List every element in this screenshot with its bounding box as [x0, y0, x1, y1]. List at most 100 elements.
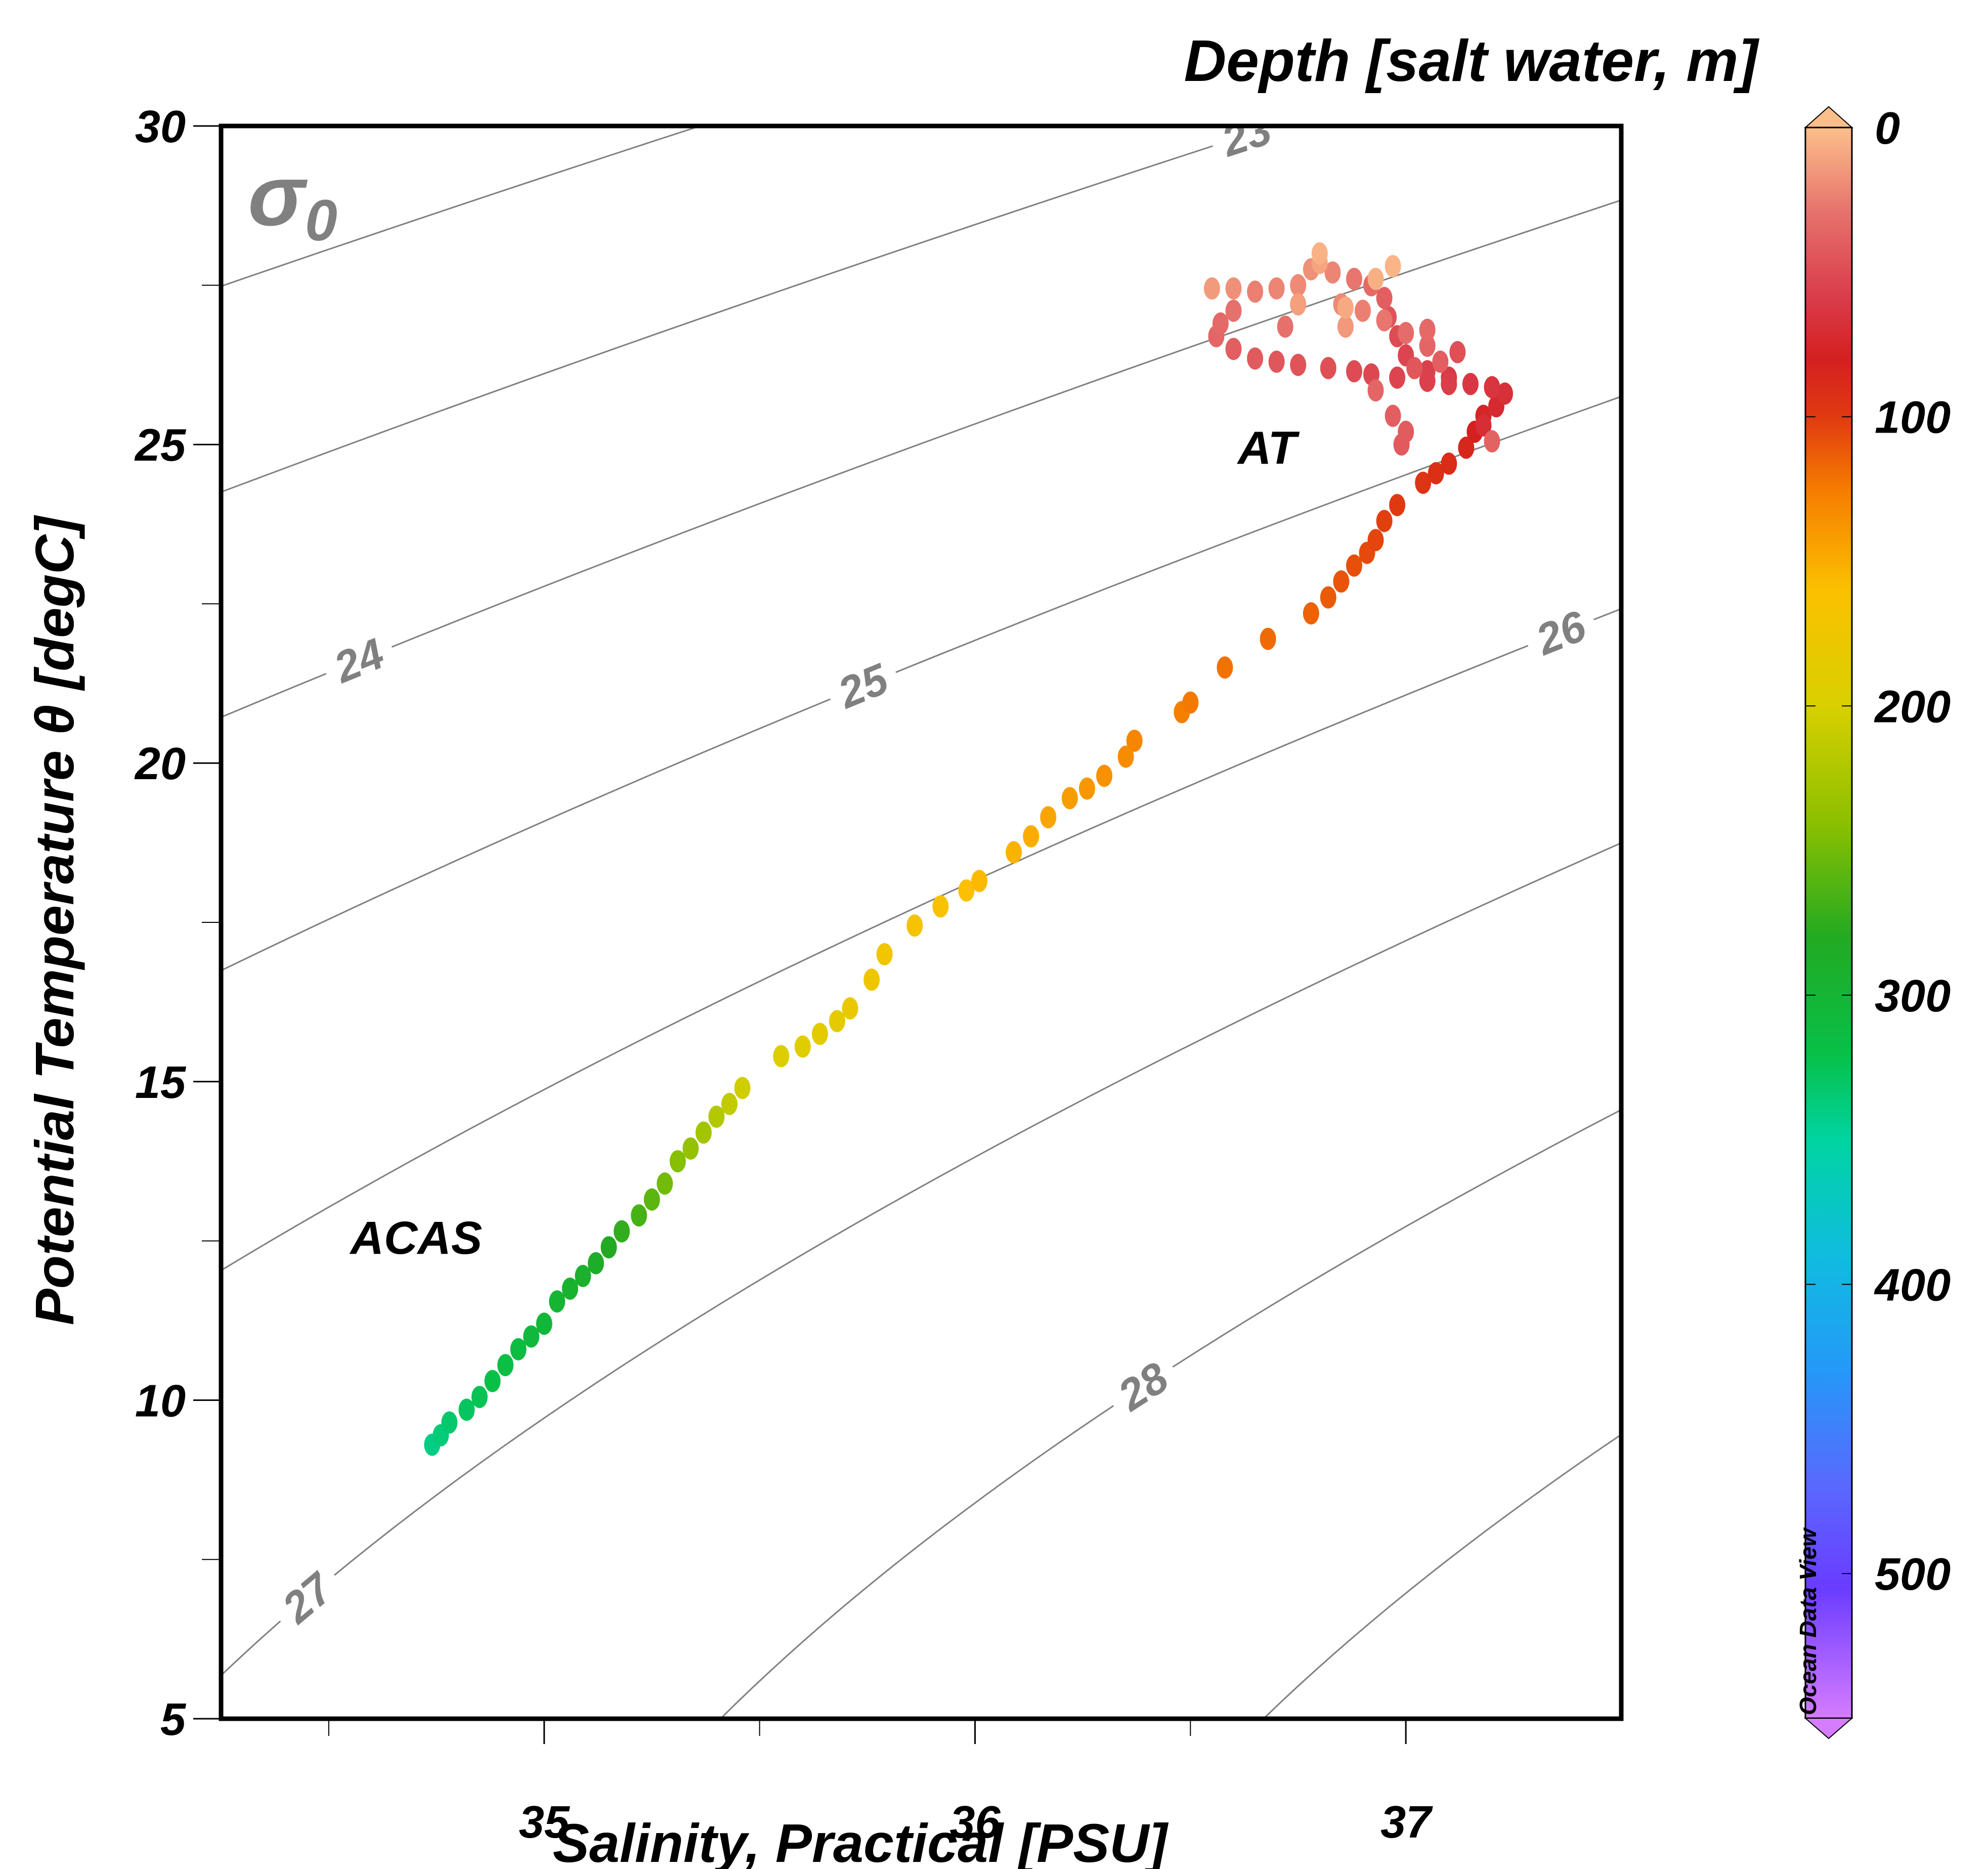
data-point	[1428, 462, 1444, 485]
data-point	[1247, 347, 1264, 370]
data-point	[561, 1278, 578, 1300]
data-point	[1415, 472, 1432, 494]
data-point	[876, 943, 893, 965]
data-point	[1333, 570, 1350, 593]
data-point	[1260, 627, 1276, 650]
data-point	[631, 1204, 647, 1227]
data-point	[958, 879, 975, 902]
y-axis-ticks: 5 10 15 20 25 30	[134, 102, 221, 1745]
data-point	[600, 1236, 617, 1259]
isopycnal-label-gap	[1205, 126, 1287, 168]
data-point	[1290, 354, 1307, 376]
data-point	[614, 1220, 630, 1243]
isopycnal-21	[0, 0, 1161, 1869]
data-point	[1419, 318, 1436, 341]
data-point	[1419, 369, 1436, 392]
data-point	[1355, 300, 1371, 322]
data-point	[549, 1290, 566, 1313]
isopycnal-label-gap	[1101, 1347, 1185, 1425]
data-point	[906, 914, 923, 937]
data-point	[1324, 261, 1341, 284]
data-point	[1212, 312, 1229, 335]
isopycnal-label-gap	[317, 625, 401, 695]
data-point	[1398, 322, 1414, 345]
isopycnal-22	[221, 126, 703, 287]
data-point	[1497, 382, 1513, 405]
data-point	[734, 1077, 751, 1099]
data-point	[695, 1121, 712, 1144]
data-point	[794, 1035, 811, 1058]
data-point	[1441, 452, 1457, 475]
data-point	[1268, 277, 1285, 300]
colorbar-extend-bottom	[1804, 1718, 1853, 1739]
data-point	[1290, 274, 1307, 296]
data-point	[1311, 242, 1328, 265]
data-point	[811, 1023, 828, 1045]
colorbar-tick-label: 100	[1875, 393, 1951, 443]
data-point	[471, 1386, 488, 1409]
data-point	[1320, 357, 1336, 379]
colorbar-tick-label: 400	[1874, 1260, 1951, 1311]
data-point	[497, 1354, 514, 1377]
data-point	[657, 1172, 673, 1195]
data-point	[682, 1137, 699, 1160]
colorbar-bar	[1804, 126, 1853, 1719]
data-point	[1023, 825, 1040, 847]
data-point	[1225, 300, 1242, 322]
data-point	[1367, 379, 1384, 402]
x-tick-label: 37	[1380, 1797, 1433, 1848]
colorbar-title: Depth [salt water, m]	[1184, 28, 1760, 94]
isopycnal-label-gap	[822, 651, 904, 720]
x-tick-label: 36	[949, 1797, 1001, 1848]
y-tick-label: 30	[135, 102, 186, 152]
data-point	[1225, 277, 1242, 300]
data-point	[1398, 420, 1414, 443]
data-point	[1217, 656, 1233, 679]
colorbar-extend-top	[1804, 106, 1853, 128]
data-point	[1225, 337, 1242, 360]
data-point	[1458, 436, 1475, 459]
colorbar-ticks: 0 100 200 300 400 500	[1805, 103, 1951, 1600]
colorbar-tick-label: 500	[1875, 1549, 1951, 1600]
isopycnal-28	[719, 1109, 1621, 1719]
data-point	[842, 997, 858, 1020]
data-point	[1449, 341, 1466, 363]
data-point	[708, 1106, 725, 1128]
annotation-acas: ACAS	[350, 1212, 483, 1264]
data-point	[669, 1150, 686, 1173]
data-point	[1376, 287, 1393, 309]
data-point	[1346, 554, 1362, 577]
y-tick-label: 25	[134, 420, 187, 471]
data-point	[1247, 280, 1264, 303]
data-point	[932, 895, 949, 918]
data-point	[1475, 414, 1492, 437]
data-point	[510, 1338, 527, 1361]
data-point	[1078, 777, 1095, 800]
data-point	[1385, 255, 1401, 277]
data-point	[1389, 494, 1406, 517]
y-tick-label: 10	[135, 1376, 186, 1426]
data-point	[523, 1325, 540, 1348]
data-point	[1346, 268, 1362, 290]
data-point	[536, 1312, 552, 1335]
data-point	[1320, 586, 1336, 609]
data-point	[773, 1045, 790, 1068]
colorbar-tick-label: 300	[1875, 971, 1951, 1022]
data-point	[1385, 404, 1401, 427]
data-point	[1290, 293, 1307, 316]
data-point	[1462, 373, 1479, 395]
watermark: Ocean Data View	[1795, 1527, 1821, 1715]
x-axis-title: Salinity, Practical [PSU]	[553, 1812, 1169, 1869]
data-point	[1337, 315, 1354, 338]
data-point	[1484, 376, 1500, 399]
colorbar-tick-label: 0	[1875, 103, 1900, 154]
x-axis-ticks: 35 36 37	[328, 1719, 1433, 1848]
data-point	[1432, 350, 1449, 373]
data-point	[1367, 268, 1384, 290]
